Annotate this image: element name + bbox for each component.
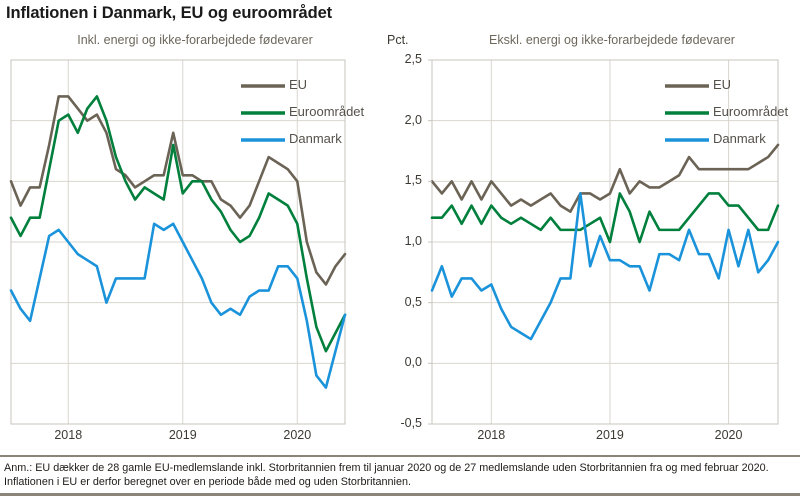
- legend-label-eu: EU: [713, 77, 732, 92]
- ytick-2_5: 2,5: [404, 52, 422, 66]
- ytick-1_5: 1,5: [404, 173, 422, 188]
- series-line-danmark: [430, 192, 780, 341]
- right-xtick-2020: 2020: [714, 428, 743, 442]
- right-chart-plot: [430, 59, 780, 425]
- left-chart-subtitle: Inkl. energi og ikke-forarbejdede fødeva…: [77, 33, 313, 47]
- legend-label-danmark: Danmark: [289, 131, 342, 146]
- series-line-euroomrdet: [430, 192, 780, 244]
- series-line-euroomrdet: [9, 95, 347, 353]
- legend-label-danmark: Danmark: [713, 131, 766, 146]
- page-title: Inflationen i Danmark, EU og euroområdet: [6, 4, 333, 22]
- note-divider-bottom: [0, 493, 800, 496]
- ytick--0_5: -0,5: [400, 416, 422, 430]
- series-line-danmark: [9, 222, 347, 389]
- legend-label-eu: EU: [289, 77, 308, 92]
- series-line-eu: [9, 95, 347, 286]
- series-line-eu: [430, 143, 780, 213]
- ytick-0_0: 0,0: [404, 355, 422, 370]
- chart-note: Anm.: EU dækker de 28 gamle EU-medlemsla…: [4, 462, 769, 488]
- legend-label-euroomrdet: Euroområdet: [289, 104, 365, 119]
- right-chart-subtitle: Ekskl. energi og ikke-forarbejdede fødev…: [489, 33, 735, 47]
- left-xtick-2018: 2018: [54, 428, 83, 442]
- legend-label-euroomrdet: Euroområdet: [713, 104, 789, 119]
- ytick-2_0: 2,0: [404, 112, 422, 127]
- y-axis-unit-label: Pct.: [387, 33, 409, 47]
- left-xtick-2019: 2019: [168, 428, 197, 442]
- note-divider-top: [0, 455, 800, 457]
- ytick-1_0: 1,0: [404, 234, 422, 248]
- right-xtick-2019: 2019: [596, 428, 624, 442]
- ytick-0_5: 0,5: [404, 294, 422, 309]
- right-xtick-2018: 2018: [477, 428, 506, 442]
- left-chart-plot: [9, 59, 347, 425]
- left-xtick-2020: 2020: [283, 428, 312, 442]
